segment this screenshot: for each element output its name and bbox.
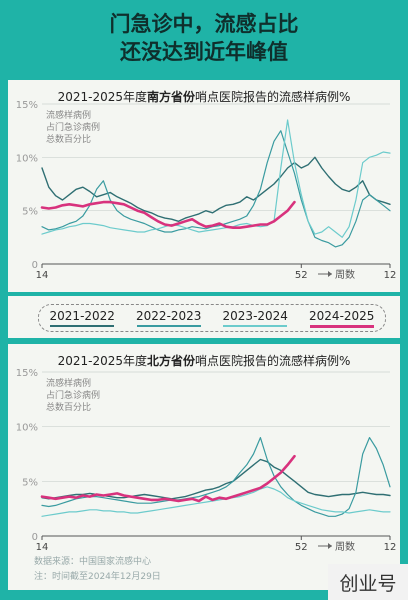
north-chart-panel: 2021-2025年度北方省份哨点医院报告的流感样病例% 0 5% 10% 15% 流感… bbox=[8, 344, 400, 590]
title-line-2: 还没达到近年峰值 bbox=[120, 40, 288, 64]
x-arrow-head bbox=[328, 271, 332, 277]
y-axis-label: 流感样病例 bbox=[46, 109, 91, 121]
y-tick-label: 0 bbox=[32, 532, 38, 543]
legend-panel: 2021-2022 2022-2023 2023-2024 2024-2025 bbox=[8, 296, 400, 338]
series-line-2023-2024 bbox=[41, 119, 391, 238]
series-line-2022-2023 bbox=[41, 130, 391, 248]
y-tick-label: 15% bbox=[16, 100, 38, 111]
series-line-2022-2023 bbox=[41, 436, 391, 517]
x-axis-title: 周数 bbox=[335, 268, 355, 281]
x-tick-label: 12 bbox=[384, 270, 397, 281]
y-axis-label: 总数百分比 bbox=[46, 401, 91, 413]
legend-item-2023-2024: 2023-2024 bbox=[223, 309, 288, 327]
y-tick-label: 15% bbox=[16, 368, 38, 379]
legend-item-2022-2023: 2022-2023 bbox=[136, 309, 201, 327]
series-line-2024-2025 bbox=[40, 200, 296, 229]
y-axis-label: 占门急诊病例 bbox=[46, 121, 100, 133]
legend-item-2021-2022: 2021-2022 bbox=[50, 309, 115, 327]
x-tick-label: 52 bbox=[295, 270, 308, 281]
title-line-1: 门急诊中，流感占比 bbox=[109, 12, 299, 36]
x-tick-label: 12 bbox=[384, 542, 397, 553]
y-axis-label: 占门急诊病例 bbox=[46, 389, 100, 401]
y-tick-label: 5% bbox=[22, 477, 38, 488]
x-axis-title: 周数 bbox=[335, 540, 355, 553]
x-tick-label: 52 bbox=[295, 542, 308, 553]
y-axis-label: 总数百分比 bbox=[46, 133, 91, 145]
x-arrow-head bbox=[328, 543, 332, 549]
south-chart-title: 2021-2025年度南方省份哨点医院报告的流感样病例% bbox=[57, 90, 351, 104]
y-tick-label: 10% bbox=[16, 153, 38, 164]
watermark-logo: 创业号 bbox=[328, 564, 408, 600]
legend: 2021-2022 2022-2023 2023-2024 2024-2025 bbox=[38, 304, 386, 332]
series-line-2021-2022 bbox=[41, 458, 391, 500]
footnote: 注：时间截至2024年12月29日 bbox=[34, 572, 161, 582]
series-line-2021-2022 bbox=[41, 156, 391, 223]
y-tick-label: 5% bbox=[22, 207, 38, 218]
series-line-2024-2025 bbox=[40, 454, 296, 503]
south-chart-panel: 2021-2025年度南方省份哨点医院报告的流感样病例% 0 5% 10% 15% 流感… bbox=[8, 80, 400, 292]
north-chart-title: 2021-2025年度北方省份哨点医院报告的流感样病例% bbox=[57, 354, 351, 368]
x-tick-label: 14 bbox=[36, 542, 49, 553]
y-axis-label: 流感样病例 bbox=[46, 377, 91, 389]
data-source: 数据来源：中国国家流感中心 bbox=[34, 557, 152, 567]
y-tick-label: 0 bbox=[32, 260, 38, 271]
legend-item-2024-2025: 2024-2025 bbox=[309, 309, 374, 328]
x-tick-label: 14 bbox=[36, 270, 49, 281]
page-title: 门急诊中，流感占比 还没达到近年峰值 bbox=[0, 10, 408, 66]
series-line-2023-2024 bbox=[41, 486, 391, 517]
y-tick-label: 10% bbox=[16, 423, 38, 434]
